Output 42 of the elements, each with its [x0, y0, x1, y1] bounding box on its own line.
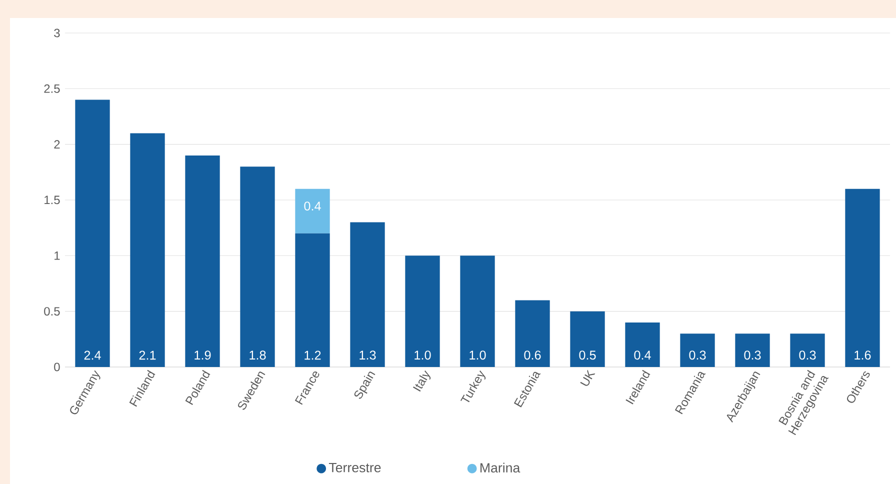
data-label: 0.3 [799, 350, 816, 360]
bar [295, 188, 330, 234]
y-tick-label: 3 [54, 28, 60, 38]
y-tick-label: 1.5 [44, 196, 60, 204]
data-label: 1.3 [360, 350, 376, 360]
data-label: 0.5 [579, 350, 596, 360]
data-label: 2.4 [84, 350, 101, 360]
bar [350, 222, 385, 367]
bar [405, 256, 440, 367]
data-label: 1.2 [304, 350, 321, 360]
data-label: 1.6 [854, 350, 871, 360]
bar [75, 100, 110, 367]
data-label: 1.0 [414, 350, 431, 360]
x-tick-label: UK [580, 370, 596, 386]
bar [460, 256, 495, 367]
data-label: 0.3 [689, 350, 706, 360]
y-tick-label: 0.5 [44, 307, 60, 316]
data-label: 0.4 [634, 350, 651, 360]
legend-label: Terrestre [328, 463, 381, 472]
data-label: 1.0 [470, 350, 486, 360]
data-label: 0.4 [304, 202, 321, 211]
y-tick-label: 0 [54, 362, 60, 372]
bar [240, 166, 275, 367]
y-tick-label: 2.5 [44, 84, 60, 93]
y-tick-label: 2 [54, 140, 60, 149]
bar [845, 188, 880, 367]
bar [570, 311, 605, 367]
data-label: 2.1 [139, 350, 156, 360]
bar [790, 334, 825, 367]
bar [295, 233, 330, 367]
bar [735, 334, 770, 367]
bar [680, 334, 715, 367]
data-label: 1.9 [194, 350, 211, 360]
bar [625, 322, 660, 367]
bar [130, 133, 165, 367]
legend-label: Marina [480, 462, 520, 473]
data-label: 0.6 [524, 350, 541, 360]
data-label: 0.3 [744, 350, 761, 360]
data-label: 1.8 [250, 350, 266, 360]
y-tick-label: 1 [54, 252, 60, 260]
bar [515, 300, 550, 367]
bar [185, 155, 220, 367]
